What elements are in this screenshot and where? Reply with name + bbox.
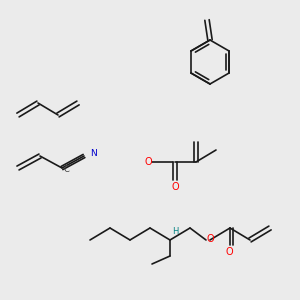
Text: H: H — [172, 227, 178, 236]
Text: O: O — [225, 247, 233, 257]
Text: O: O — [144, 157, 152, 167]
Text: C: C — [63, 164, 69, 173]
Text: O: O — [171, 182, 179, 192]
Text: N: N — [90, 149, 97, 158]
Text: O: O — [206, 234, 214, 244]
